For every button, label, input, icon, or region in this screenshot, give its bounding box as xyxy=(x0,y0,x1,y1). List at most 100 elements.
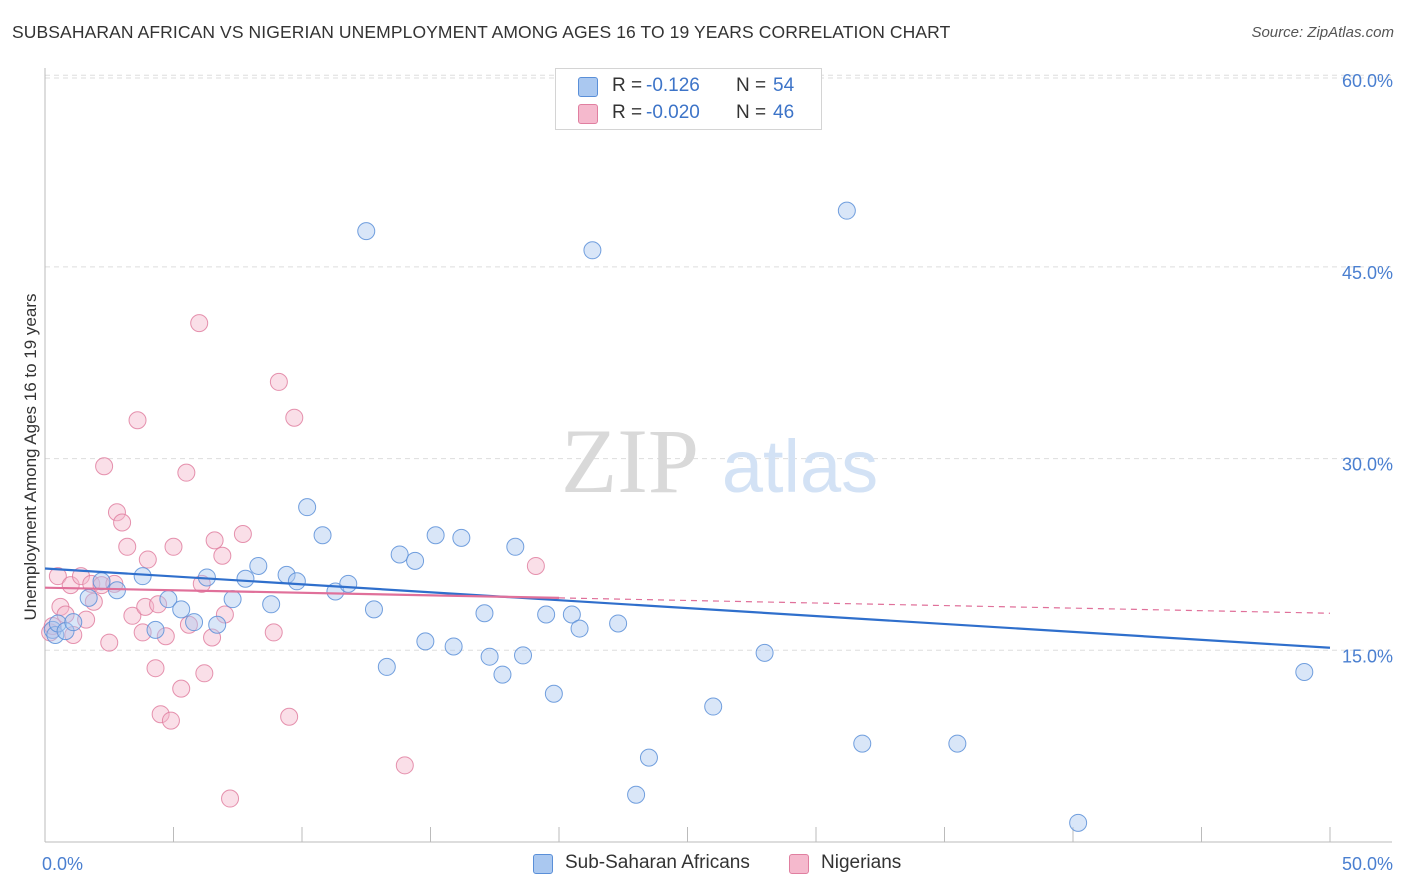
data-point xyxy=(537,605,556,624)
x-tick-label: 50.0% xyxy=(1342,854,1393,874)
data-point xyxy=(704,697,723,716)
data-point xyxy=(195,664,214,683)
data-point xyxy=(79,588,98,607)
data-point xyxy=(100,633,119,652)
data-point xyxy=(215,605,234,624)
legend-label: Sub-Saharan Africans xyxy=(565,852,750,873)
nigerians-trend-extension xyxy=(558,597,1331,614)
data-point xyxy=(213,546,232,565)
pink-swatch xyxy=(789,854,809,874)
data-point xyxy=(475,604,494,623)
data-point xyxy=(755,643,774,662)
data-point xyxy=(151,705,170,724)
nigerians-trend-line xyxy=(44,586,560,600)
data-point xyxy=(46,625,65,644)
data-point xyxy=(285,408,304,427)
x-tick-label: 0.0% xyxy=(42,854,83,874)
data-point xyxy=(179,615,198,634)
data-point xyxy=(837,201,856,220)
data-point xyxy=(570,619,589,638)
data-point xyxy=(138,550,157,569)
data-point xyxy=(444,637,463,656)
y-tick-label: 15.0% xyxy=(1342,646,1393,666)
chart-title: SUBSAHARAN AFRICAN VS NIGERIAN UNEMPLOYM… xyxy=(12,22,951,42)
n-label: N = xyxy=(736,102,767,123)
data-point xyxy=(493,665,512,684)
blue-swatch xyxy=(533,854,553,874)
y-tick-label: 30.0% xyxy=(1342,455,1393,475)
data-point xyxy=(208,615,227,634)
source-label: Source: ZipAtlas.com xyxy=(1251,24,1394,41)
data-point xyxy=(161,711,180,730)
n-label: N = xyxy=(736,75,767,96)
data-point xyxy=(627,785,646,804)
watermark-atlas: atlas xyxy=(722,425,878,508)
subsaharan-trend-line xyxy=(44,567,1331,649)
data-point xyxy=(223,590,242,609)
correlation-legend: R = -0.126 N = 54 R = -0.020 N = 46 xyxy=(555,68,822,130)
data-point xyxy=(95,457,114,476)
data-point xyxy=(452,528,471,547)
data-point xyxy=(364,600,383,619)
data-point xyxy=(146,620,165,639)
legend-row-nigerians: R = -0.020 N = 46 xyxy=(556,100,821,128)
data-point xyxy=(390,545,409,564)
data-point xyxy=(48,567,67,586)
data-point xyxy=(298,498,317,517)
data-point xyxy=(639,748,658,767)
data-point xyxy=(205,531,224,550)
data-point xyxy=(395,756,414,775)
data-point xyxy=(562,605,581,624)
data-point xyxy=(480,647,499,666)
y-tick-label: 45.0% xyxy=(1342,263,1393,283)
data-point xyxy=(149,595,168,614)
data-point xyxy=(609,614,628,633)
data-point xyxy=(123,606,142,625)
data-point xyxy=(249,556,268,575)
n-value: 54 xyxy=(773,75,795,96)
data-point xyxy=(426,526,445,545)
data-point xyxy=(113,513,132,532)
data-point xyxy=(1295,663,1314,682)
data-point xyxy=(287,572,306,591)
nigerians-points xyxy=(41,314,545,808)
subsaharan-points xyxy=(43,201,1314,832)
data-point xyxy=(948,734,967,753)
data-point xyxy=(64,613,83,632)
n-value: 46 xyxy=(773,102,795,123)
legend-label: Nigerians xyxy=(821,852,902,873)
y-axis-title: Unemployment Among Ages 16 to 19 years xyxy=(21,294,40,621)
data-point xyxy=(506,537,525,556)
data-point xyxy=(128,411,147,430)
data-point xyxy=(583,241,602,260)
data-point xyxy=(190,314,209,333)
legend-row-subsaharan: R = -0.126 N = 54 xyxy=(556,73,821,101)
data-point xyxy=(233,525,252,544)
y-tick-label: 60.0% xyxy=(1342,71,1393,91)
r-value: -0.020 xyxy=(646,102,700,123)
r-label: R = xyxy=(612,102,643,123)
data-point xyxy=(146,659,165,678)
data-point xyxy=(1069,813,1088,832)
data-point xyxy=(48,614,67,633)
tick-labels: 15.0% 30.0% 45.0% 60.0% 0.0% 50.0% xyxy=(42,71,1393,874)
data-point xyxy=(313,526,332,545)
data-point xyxy=(177,463,196,482)
data-point xyxy=(236,569,255,588)
data-point xyxy=(172,600,191,619)
data-point xyxy=(416,632,435,651)
data-point xyxy=(164,537,183,556)
data-point xyxy=(269,372,288,391)
data-point xyxy=(221,789,240,808)
axes xyxy=(44,68,1392,843)
data-point xyxy=(172,679,191,698)
data-point xyxy=(262,595,281,614)
r-label: R = xyxy=(612,75,643,96)
data-point xyxy=(406,551,425,570)
data-point xyxy=(185,613,204,632)
data-point xyxy=(377,657,396,676)
data-point xyxy=(156,627,175,646)
gridlines xyxy=(45,74,1392,651)
watermark-zip: ZIP xyxy=(561,410,699,512)
